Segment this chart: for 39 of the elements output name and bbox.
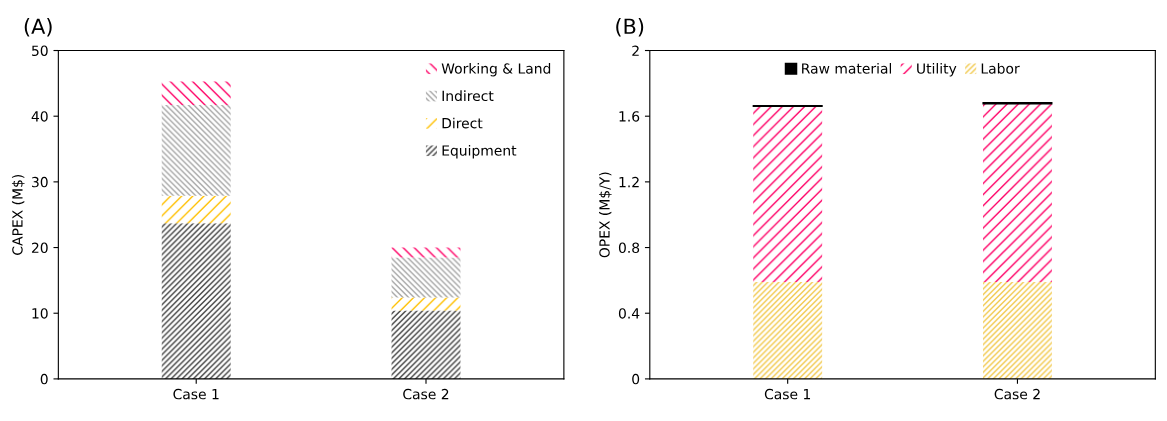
bar: [161, 81, 231, 106]
bar: [391, 310, 461, 379]
y-axis-title: OPEX (M$/Y): [599, 172, 612, 258]
y-tick-label: 40: [31, 111, 48, 122]
chart-title: (A): [24, 18, 52, 37]
bar: [391, 247, 461, 258]
bar: [982, 103, 1052, 283]
bar: [391, 257, 461, 298]
y-tick-label: 0: [40, 373, 48, 385]
legend-label: Utility: [917, 63, 957, 77]
bar: [982, 282, 1052, 379]
legend-label: Direct: [442, 117, 483, 129]
y-tick-label: 1.2: [619, 176, 639, 188]
y-tick-label: 30: [32, 176, 48, 188]
bar: [753, 282, 823, 379]
chart-title: (B): [616, 18, 644, 37]
y-tick-label: 0: [632, 373, 640, 385]
bar: [161, 105, 231, 196]
y-tick-label: 50: [32, 45, 48, 56]
y-axis-title: CAPEX (M$): [11, 174, 25, 255]
y-tick-label: 10: [32, 308, 48, 319]
x-tick-label: Case 2: [403, 388, 449, 400]
y-tick-label: 2: [632, 45, 639, 56]
bar: [161, 195, 231, 224]
legend-label: Raw material: [802, 63, 892, 74]
y-tick-label: 0.8: [618, 242, 640, 254]
bar: [753, 106, 823, 283]
legend-label: Equipment: [442, 145, 517, 159]
bar: [391, 297, 461, 311]
legend-label: Indirect: [442, 90, 494, 102]
y-tick-label: 0.4: [618, 308, 640, 319]
y-tick-label: 20: [31, 242, 48, 254]
x-tick-label: Case 1: [173, 388, 219, 400]
legend-label: Working & Land: [441, 63, 551, 77]
bar: [161, 223, 231, 379]
legend-label: Labor: [981, 63, 1020, 74]
x-tick-label: Case 1: [764, 388, 811, 400]
x-tick-label: Case 2: [994, 388, 1040, 400]
y-tick-label: 1.6: [619, 111, 640, 122]
